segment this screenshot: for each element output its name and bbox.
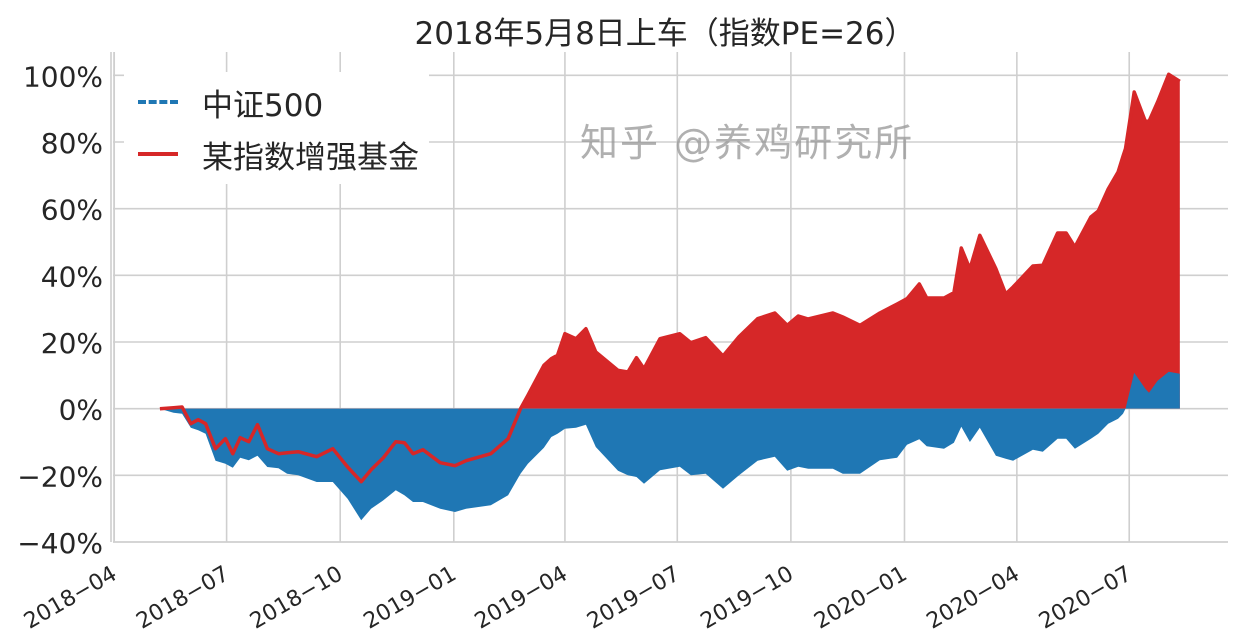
x-tick-label: 2019−10	[697, 562, 798, 635]
x-tick-label: 2019−07	[583, 562, 684, 635]
x-tick-label: 2020−01	[810, 562, 911, 635]
y-tick-label: 0%	[59, 394, 103, 427]
y-tick-label: 40%	[41, 260, 103, 293]
x-tick-label: 2018−10	[246, 562, 347, 635]
y-tick-label: 80%	[41, 127, 103, 160]
legend-swatch-index	[138, 100, 178, 104]
legend: 中证500 某指数增强基金	[124, 72, 429, 184]
fund-line	[159, 72, 1181, 484]
legend-item-index: 中证500	[138, 76, 419, 128]
legend-label-index: 中证500	[202, 87, 324, 124]
index-area	[159, 371, 1180, 521]
y-tick-label: 20%	[41, 327, 103, 360]
chart-title: 2018年5月8日上车（指数PE=26）	[414, 16, 916, 52]
y-tick-label: 60%	[41, 194, 103, 227]
x-tick-label: 2019−01	[360, 562, 461, 635]
legend-item-fund: 某指数增强基金	[138, 128, 419, 180]
legend-swatch-fund	[138, 152, 178, 156]
legend-label-fund: 某指数增强基金	[202, 139, 419, 176]
x-tick-label: 2020−04	[923, 562, 1024, 635]
y-tick-label: −40%	[17, 527, 103, 560]
y-tick-label: 100%	[23, 60, 103, 93]
x-tick-label: 2019−04	[471, 562, 572, 635]
x-tick-label: 2020−07	[1035, 562, 1136, 635]
x-tick-label: 2018−07	[132, 562, 233, 635]
watermark: 知乎 @养鸡研究所	[580, 121, 915, 165]
y-tick-label: −20%	[17, 460, 103, 493]
fund-area	[159, 74, 1180, 482]
x-tick-label: 2018−04	[20, 562, 121, 635]
